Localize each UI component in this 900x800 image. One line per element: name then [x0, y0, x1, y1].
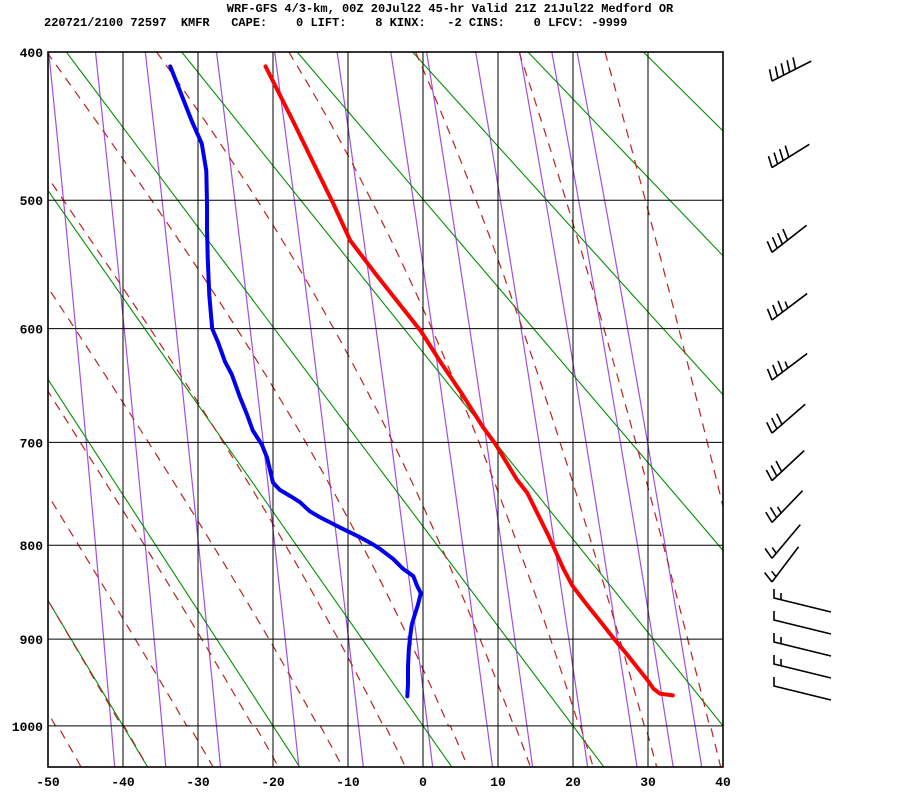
station-stats-line: 220721/2100 72597 KMFR CAPE: 0 LIFT: 8 K…	[44, 16, 628, 30]
temperature-tick-label: 30	[640, 775, 656, 790]
pressure-tick-label: 800	[20, 539, 44, 554]
pressure-tick-label: 500	[20, 194, 44, 209]
moist-adiabat-lines	[48, 52, 723, 767]
wind-barb	[764, 524, 801, 559]
wind-barbs	[763, 57, 832, 701]
plot-border	[47, 51, 724, 768]
pressure-tick-label: 1000	[12, 720, 43, 735]
temperature-tick-label: 0	[419, 775, 427, 790]
pressure-tick-label: 700	[20, 436, 44, 451]
temperature-tick-label: 20	[565, 775, 581, 790]
temperature-tick-label: -40	[111, 775, 135, 790]
pressure-axis-labels: 400 500 600 700 800 900 1000	[12, 46, 43, 735]
wind-barb	[767, 143, 810, 169]
wind-barb	[765, 450, 805, 482]
wind-barb	[773, 677, 832, 701]
wind-barb	[763, 546, 800, 583]
temperature-tick-label: -30	[186, 775, 210, 790]
wind-barb	[766, 403, 806, 434]
wind-barb	[766, 352, 808, 381]
chart-title: WRF-GFS 4/3-km, 00Z 20Jul22 45-hr Valid …	[226, 2, 674, 16]
dry-adiabat-lines	[48, 52, 723, 767]
temperature-tick-label: 10	[490, 775, 506, 790]
temperature-tick-label: -20	[261, 775, 285, 790]
temperature-gridlines	[47, 52, 724, 767]
pressure-tick-label: 400	[20, 46, 44, 61]
pressure-gridlines	[48, 51, 723, 727]
wind-barb	[773, 611, 832, 635]
pressure-tick-label: 600	[20, 323, 44, 338]
temperature-profile-line	[263, 64, 675, 698]
temperature-tick-label: 40	[715, 775, 731, 790]
wind-barb	[773, 633, 832, 657]
temperature-axis-labels: -50 -40 -30 -20 -10 0 10 20 30 40	[36, 775, 731, 790]
wind-barb	[773, 589, 832, 613]
temperature-tick-label: -50	[36, 775, 60, 790]
pressure-tick-label: 900	[20, 633, 44, 648]
wind-barb	[773, 655, 832, 679]
wind-barb	[765, 490, 804, 523]
wind-barb	[766, 292, 808, 321]
dewpoint-profile-line	[168, 64, 423, 699]
wind-barb	[768, 57, 812, 82]
temperature-tick-label: -10	[336, 775, 360, 790]
wind-barb	[766, 224, 808, 253]
mixing-ratio-lines	[48, 52, 703, 767]
